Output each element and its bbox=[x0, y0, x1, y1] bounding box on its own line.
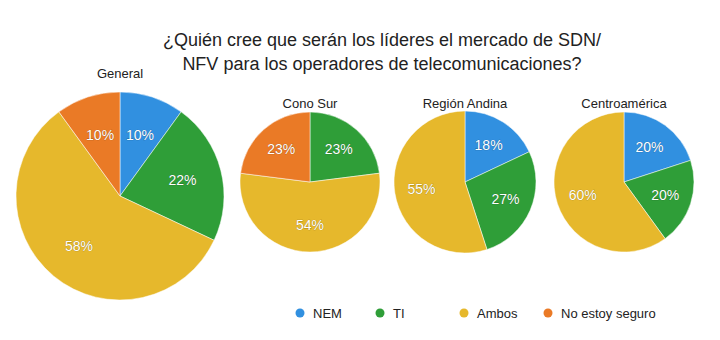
pie: 23% 54% 23% bbox=[240, 112, 380, 252]
pie-slice bbox=[240, 173, 380, 252]
legend-swatch bbox=[544, 309, 553, 318]
pie-title: General bbox=[97, 66, 143, 81]
legend-label: No estoy seguro bbox=[561, 306, 656, 321]
pie-title: Región Andina bbox=[423, 96, 508, 111]
title-line: NFV para los operadores de telecomunicac… bbox=[182, 54, 581, 74]
data-label: 20% bbox=[635, 139, 663, 155]
data-label: 58% bbox=[65, 238, 93, 254]
data-label: 22% bbox=[168, 172, 196, 188]
legend-swatch bbox=[296, 309, 305, 318]
legend-label: Ambos bbox=[477, 306, 518, 321]
pie-chart: Región Andina 18% 27% 55% bbox=[394, 96, 536, 253]
pie-slice bbox=[59, 92, 120, 196]
legend-swatch bbox=[460, 309, 469, 318]
legend-swatch bbox=[376, 309, 385, 318]
pie-chart: Cono Sur 23% 54% 23% bbox=[240, 96, 380, 252]
legend: NEM TI Ambos No estoy seguro bbox=[296, 306, 656, 321]
data-label: 60% bbox=[569, 187, 597, 203]
data-label: 27% bbox=[491, 191, 519, 207]
chart: ¿Quién cree que serán los líderes el mer… bbox=[0, 0, 720, 340]
pie-chart: General 10% 22% 58% 10% bbox=[16, 66, 224, 300]
pie-title: Cono Sur bbox=[283, 96, 339, 111]
pie-slice bbox=[241, 112, 310, 182]
title: ¿Quién cree que serán los líderes el mer… bbox=[163, 30, 601, 74]
data-label: 23% bbox=[267, 141, 295, 157]
pie-slice bbox=[394, 111, 487, 253]
pie: 18% 27% 55% bbox=[394, 111, 536, 253]
legend-label: TI bbox=[393, 306, 405, 321]
data-label: 10% bbox=[86, 127, 114, 143]
legend-label: NEM bbox=[313, 306, 342, 321]
data-label: 18% bbox=[475, 137, 503, 153]
pie-chart: Centroamérica 20% 20% 60% bbox=[554, 96, 694, 252]
data-label: 23% bbox=[325, 141, 353, 157]
data-label: 54% bbox=[296, 217, 324, 233]
data-label: 20% bbox=[651, 187, 679, 203]
pie: 10% 22% 58% 10% bbox=[16, 92, 224, 300]
pie-slice bbox=[554, 112, 665, 252]
pie-slice bbox=[310, 112, 379, 182]
data-label: 10% bbox=[126, 127, 154, 143]
title-line: ¿Quién cree que serán los líderes el mer… bbox=[163, 30, 601, 50]
pie-title: Centroamérica bbox=[581, 96, 667, 111]
pie: 20% 20% 60% bbox=[554, 112, 694, 252]
data-label: 55% bbox=[408, 181, 436, 197]
